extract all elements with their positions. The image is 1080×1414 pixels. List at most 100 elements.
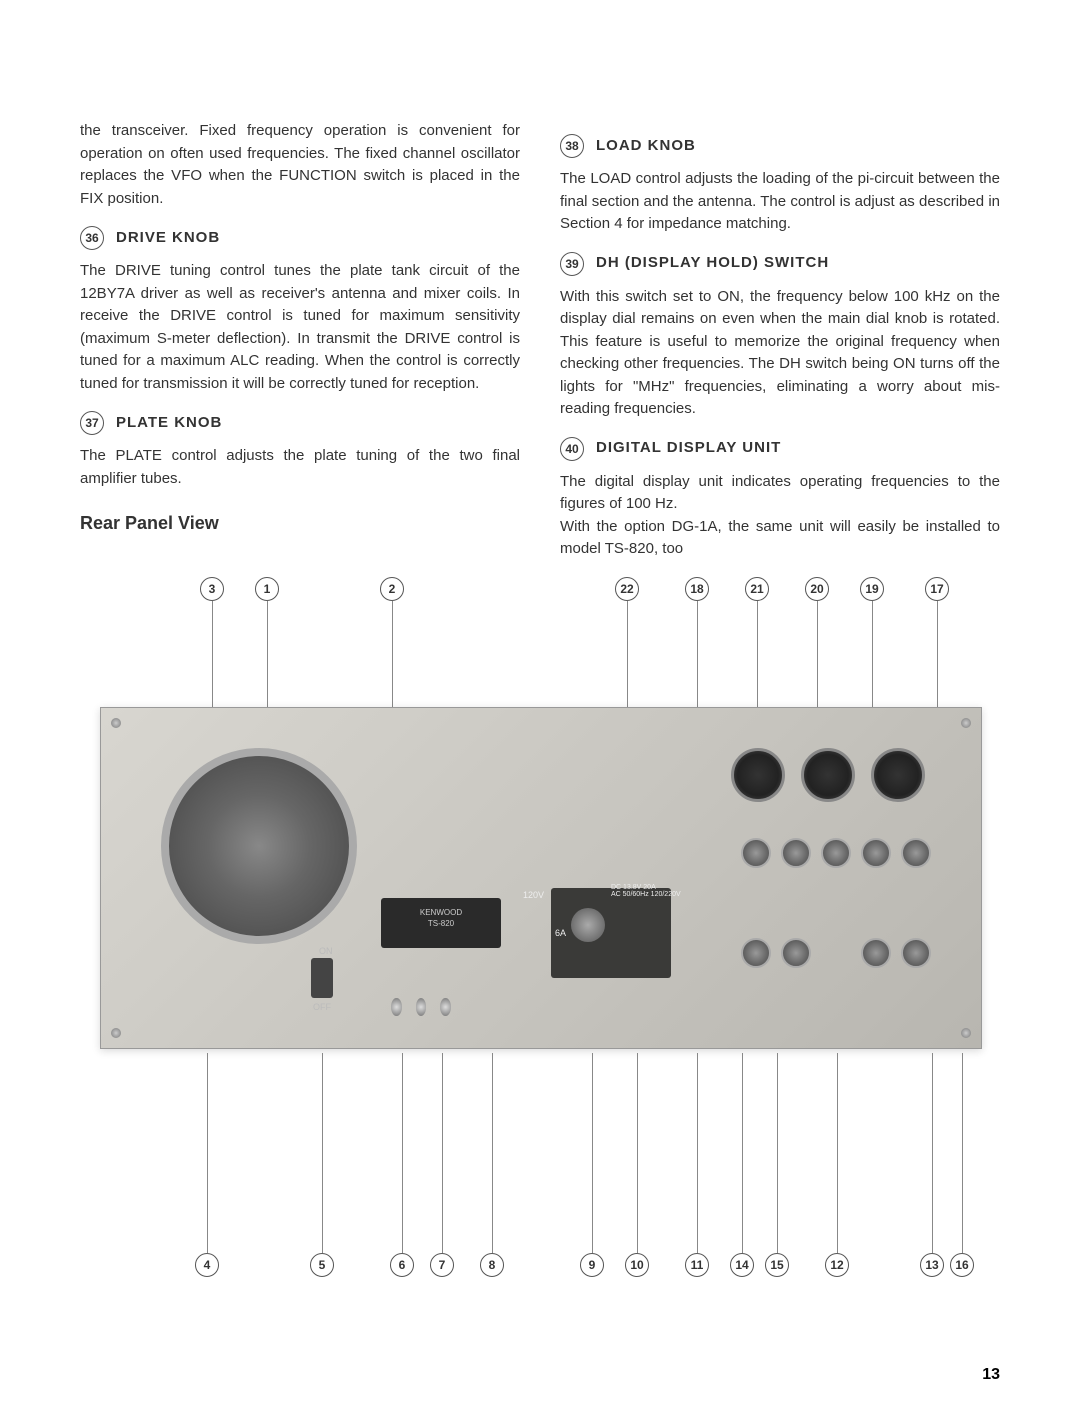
callout-num: 15 <box>765 1253 789 1277</box>
section-title-plate: PLATE KNOB <box>116 412 222 435</box>
section-title-drive: DRIVE KNOB <box>116 227 220 250</box>
din-connector-1 <box>731 748 785 802</box>
callout-num: 4 <box>195 1253 219 1277</box>
section-39-head: 39 DH (DISPLAY HOLD) SWITCH <box>560 252 1000 276</box>
lead-line <box>627 601 628 711</box>
callout-num: 17 <box>925 577 949 601</box>
section-39-body: With this switch set to ON, the frequenc… <box>560 286 1000 421</box>
ground-post-3 <box>440 998 451 1016</box>
lead-line <box>757 601 758 711</box>
callout-num: 16 <box>950 1253 974 1277</box>
callout-num: 18 <box>685 577 709 601</box>
callout-bottom-16: 16 <box>950 1053 974 1277</box>
rca-jack-6 <box>741 938 771 968</box>
left-column: the transceiver. Fixed frequency operati… <box>80 120 520 577</box>
voltage-spec: DC 13.8V 20A AC 50/60Hz 120/220V <box>611 884 681 898</box>
callout-top-2: 2 <box>380 577 404 711</box>
fuse-holder <box>571 908 605 942</box>
fuse-6a: 6A <box>555 928 566 938</box>
lead-line <box>697 1053 698 1253</box>
callout-num: 22 <box>615 577 639 601</box>
lead-line <box>212 601 213 711</box>
lead-line <box>872 601 873 711</box>
rca-jack-4 <box>861 838 891 868</box>
section-title-load: LOAD KNOB <box>596 135 696 158</box>
rca-jack-5 <box>901 838 931 868</box>
lead-line <box>592 1053 593 1253</box>
screw <box>111 718 121 728</box>
callout-num: 1 <box>255 577 279 601</box>
callout-num: 20 <box>805 577 829 601</box>
switch-on-label: ON <box>319 946 333 956</box>
lead-line <box>207 1053 208 1253</box>
lead-line <box>817 601 818 711</box>
ground-post-2 <box>416 998 427 1016</box>
lead-line <box>937 601 938 711</box>
section-num-36: 36 <box>80 226 104 250</box>
section-36-body: The DRIVE tuning control tunes the plate… <box>80 260 520 395</box>
callout-top-19: 19 <box>860 577 884 711</box>
power-switch <box>311 958 333 998</box>
callout-num: 2 <box>380 577 404 601</box>
right-column: 38 LOAD KNOB The LOAD control adjusts th… <box>560 120 1000 577</box>
callout-num: 6 <box>390 1253 414 1277</box>
screw <box>961 1028 971 1038</box>
cooling-fan <box>161 748 357 944</box>
callout-num: 13 <box>920 1253 944 1277</box>
rca-jack-2 <box>781 838 811 868</box>
model-text: TS-820 <box>381 917 501 928</box>
lead-line <box>492 1053 493 1253</box>
callout-bottom-11: 11 <box>685 1053 709 1277</box>
callout-top-18: 18 <box>685 577 709 711</box>
callout-bottom-5: 5 <box>310 1053 334 1277</box>
voltage-120: 120V <box>523 890 544 900</box>
lead-line <box>392 601 393 711</box>
rca-jack-1 <box>741 838 771 868</box>
callout-bottom-14: 14 <box>730 1053 754 1277</box>
screw <box>111 1028 121 1038</box>
chassis-photo: ON OFF KENWOOD TS-820 120V DC 13.8V 20A … <box>100 707 982 1049</box>
callout-num: 5 <box>310 1253 334 1277</box>
callout-num: 11 <box>685 1253 709 1277</box>
din-connector-3 <box>871 748 925 802</box>
lead-line <box>962 1053 963 1253</box>
intro-paragraph: the transceiver. Fixed frequency operati… <box>80 120 520 210</box>
brand-plate: KENWOOD TS-820 <box>381 898 501 948</box>
section-37-head: 37 PLATE KNOB <box>80 411 520 435</box>
screw <box>961 718 971 728</box>
rca-jack-3 <box>821 838 851 868</box>
brand-text: KENWOOD <box>381 898 501 917</box>
section-38-head: 38 LOAD KNOB <box>560 134 1000 158</box>
lead-line <box>267 601 268 711</box>
lead-line <box>777 1053 778 1253</box>
ground-post-1 <box>391 998 402 1016</box>
callout-top-22: 22 <box>615 577 639 711</box>
lead-line <box>932 1053 933 1253</box>
section-40-body: The digital display unit indicates opera… <box>560 471 1000 561</box>
lead-line <box>402 1053 403 1253</box>
lead-line <box>322 1053 323 1253</box>
callout-num: 12 <box>825 1253 849 1277</box>
section-num-38: 38 <box>560 134 584 158</box>
callout-bottom-6: 6 <box>390 1053 414 1277</box>
lead-line <box>442 1053 443 1253</box>
callout-bottom-15: 15 <box>765 1053 789 1277</box>
lead-line <box>742 1053 743 1253</box>
callout-num: 9 <box>580 1253 604 1277</box>
lead-line <box>837 1053 838 1253</box>
callout-top-20: 20 <box>805 577 829 711</box>
callout-num: 7 <box>430 1253 454 1277</box>
section-37-body: The PLATE control adjusts the plate tuni… <box>80 445 520 490</box>
section-38-body: The LOAD control adjusts the loading of … <box>560 168 1000 236</box>
callout-bottom-8: 8 <box>480 1053 504 1277</box>
callout-bottom-13: 13 <box>920 1053 944 1277</box>
connector-area <box>721 738 941 1018</box>
callout-bottom-10: 10 <box>625 1053 649 1277</box>
rear-panel-title: Rear Panel View <box>80 510 520 537</box>
section-num-40: 40 <box>560 437 584 461</box>
switch-off-label: OFF <box>313 1002 331 1012</box>
callout-num: 14 <box>730 1253 754 1277</box>
rca-jack-8 <box>861 938 891 968</box>
callout-top-21: 21 <box>745 577 769 711</box>
callout-num: 21 <box>745 577 769 601</box>
